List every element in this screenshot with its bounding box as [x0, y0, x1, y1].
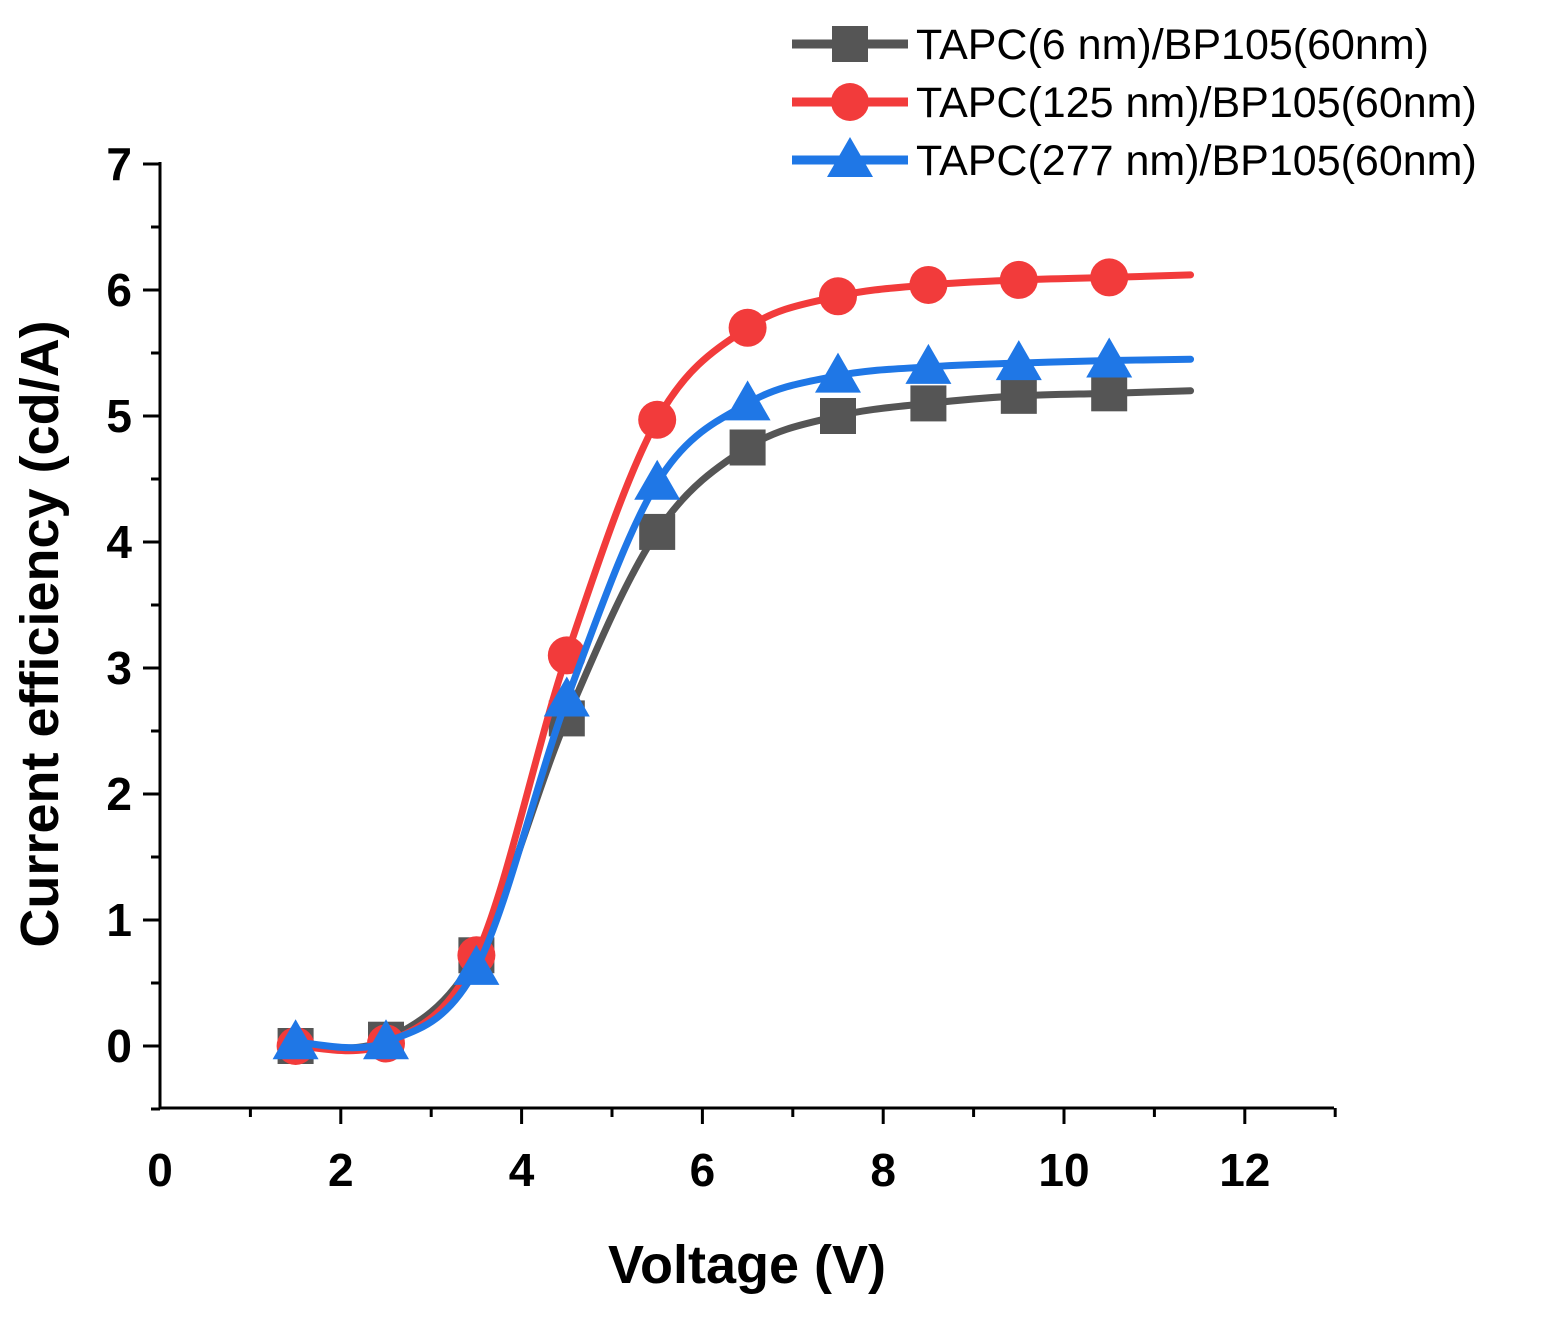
y-tick-label: 6 — [106, 264, 132, 316]
data-point-circle — [638, 400, 677, 439]
data-point-circle — [819, 277, 857, 316]
legend-item: TAPC(277 nm)/BP105(60nm) — [792, 137, 1477, 185]
x-axis-title: Voltage (V) — [608, 1235, 886, 1295]
data-point-circle — [999, 260, 1038, 299]
x-tick-label: 12 — [1219, 1144, 1270, 1196]
data-point-circle — [728, 308, 767, 347]
data-point-square — [1000, 377, 1037, 414]
data-point-circle — [909, 265, 948, 304]
legend-label: TAPC(277 nm)/BP105(60nm) — [916, 137, 1477, 185]
y-tick-label: 5 — [106, 390, 132, 442]
data-point-square — [1091, 375, 1128, 412]
x-tick-label: 4 — [509, 1144, 535, 1196]
series-layer — [272, 258, 1195, 1065]
data-point-triangle — [995, 340, 1042, 381]
x-tick-label: 10 — [1038, 1144, 1089, 1196]
data-point-square — [910, 385, 947, 422]
x-tick-label: 0 — [147, 1144, 173, 1196]
data-point-triangle — [724, 380, 771, 421]
data-point-triangle — [634, 459, 681, 500]
data-point-circle — [1090, 258, 1129, 297]
legend-marker-triangle — [827, 137, 873, 177]
data-point-triangle — [1086, 337, 1133, 378]
legend-marker-square — [832, 26, 868, 62]
legend: TAPC(6 nm)/BP105(60nm) TAPC(125 nm)/BP105… — [792, 21, 1477, 185]
legend-marker-circle — [831, 83, 869, 121]
y-tick-label: 7 — [106, 138, 132, 190]
y-tick-label: 3 — [106, 642, 132, 694]
series-3 — [272, 337, 1195, 1060]
y-tick-label: 0 — [106, 1020, 132, 1072]
series-line — [292, 387, 1195, 1052]
data-point-square — [639, 513, 676, 550]
data-point-triangle — [905, 343, 952, 384]
x-tick-label: 2 — [328, 1144, 354, 1196]
x-tick-label: 8 — [870, 1144, 896, 1196]
y-axis-title: Current efficiency (cd/A) — [10, 320, 70, 947]
series-1 — [277, 375, 1195, 1064]
data-point-square — [820, 398, 856, 434]
y-tick-label: 4 — [106, 516, 132, 568]
series-2 — [276, 258, 1195, 1065]
legend-label: TAPC(6 nm)/BP105(60nm) — [916, 21, 1429, 69]
data-point-triangle — [453, 944, 500, 985]
data-point-triangle — [363, 1019, 409, 1060]
data-point-triangle — [272, 1019, 319, 1060]
data-point-square — [729, 429, 766, 466]
data-point-triangle — [815, 352, 861, 393]
legend-label: TAPC(125 nm)/BP105(60nm) — [916, 79, 1477, 127]
y-tick-label: 1 — [106, 894, 132, 946]
x-tick-label: 6 — [690, 1144, 716, 1196]
legend-item: TAPC(6 nm)/BP105(60nm) — [792, 21, 1429, 69]
legend-item: TAPC(125 nm)/BP105(60nm) — [792, 79, 1477, 127]
data-point-triangle — [543, 676, 590, 717]
y-tick-label: 2 — [106, 768, 132, 820]
axes — [158, 162, 1334, 1110]
